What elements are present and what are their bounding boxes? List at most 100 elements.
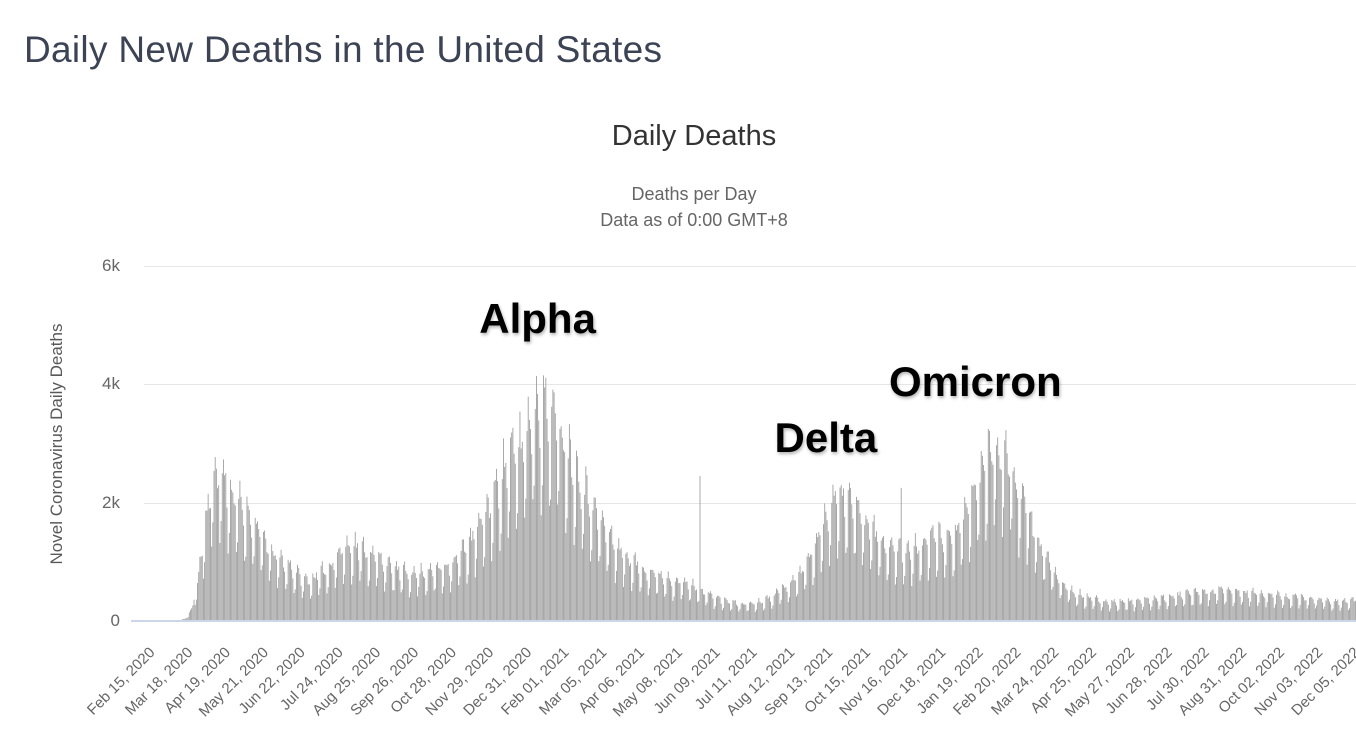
bar[interactable] <box>1262 593 1263 621</box>
bar[interactable] <box>232 492 234 621</box>
bar[interactable] <box>1222 588 1223 621</box>
bar[interactable] <box>1090 597 1092 621</box>
bar[interactable] <box>719 597 721 621</box>
bar[interactable] <box>711 593 713 621</box>
bar[interactable] <box>945 565 947 621</box>
bar[interactable] <box>358 560 360 621</box>
bar[interactable] <box>1059 597 1061 621</box>
bar[interactable] <box>773 595 775 621</box>
bar[interactable] <box>1023 486 1025 621</box>
bar[interactable] <box>430 563 431 621</box>
bar[interactable] <box>1060 595 1062 621</box>
bar[interactable] <box>223 459 224 621</box>
bar[interactable] <box>610 528 611 621</box>
bar[interactable] <box>680 599 682 621</box>
bar[interactable] <box>424 577 426 621</box>
bar[interactable] <box>532 499 534 621</box>
bar[interactable] <box>681 594 683 621</box>
bar[interactable] <box>821 560 823 621</box>
bar[interactable] <box>1013 467 1015 621</box>
bar[interactable] <box>1040 544 1042 621</box>
bar[interactable] <box>732 599 734 621</box>
bar[interactable] <box>1343 599 1345 621</box>
bar[interactable] <box>853 553 855 621</box>
bar[interactable] <box>721 610 723 621</box>
bar[interactable] <box>517 513 519 621</box>
bar[interactable] <box>1157 601 1159 621</box>
bar[interactable] <box>584 494 586 621</box>
bar[interactable] <box>1105 599 1107 621</box>
bar[interactable] <box>1320 598 1322 621</box>
bar[interactable] <box>1224 604 1226 621</box>
bar[interactable] <box>1350 599 1352 621</box>
bar[interactable] <box>661 578 663 621</box>
bar[interactable] <box>198 571 200 621</box>
bar[interactable] <box>989 430 990 621</box>
bar[interactable] <box>457 563 459 621</box>
bar[interactable] <box>241 509 243 621</box>
bar[interactable] <box>687 589 689 621</box>
bar[interactable] <box>1229 589 1230 621</box>
bar[interactable] <box>934 541 936 621</box>
bar[interactable] <box>743 604 744 621</box>
bar[interactable] <box>347 545 349 621</box>
bar[interactable] <box>1276 594 1277 621</box>
bar[interactable] <box>570 439 571 621</box>
bar[interactable] <box>1213 593 1215 621</box>
bar[interactable] <box>499 550 501 621</box>
bar[interactable] <box>944 577 946 621</box>
bar[interactable] <box>676 577 677 621</box>
bar[interactable] <box>263 532 264 621</box>
bar[interactable] <box>361 541 363 621</box>
bar[interactable] <box>359 580 361 621</box>
bar[interactable] <box>673 596 675 621</box>
bar[interactable] <box>660 571 662 621</box>
bar[interactable] <box>207 493 209 621</box>
bar[interactable] <box>983 465 984 621</box>
bar[interactable] <box>830 545 832 621</box>
bar[interactable] <box>1244 591 1246 621</box>
bar[interactable] <box>692 578 694 621</box>
bar[interactable] <box>920 575 922 621</box>
bar[interactable] <box>460 550 462 621</box>
bar[interactable] <box>334 587 336 621</box>
bar[interactable] <box>784 587 786 621</box>
bar[interactable] <box>314 578 316 621</box>
bar[interactable] <box>510 437 511 621</box>
bar[interactable] <box>726 600 728 621</box>
bar[interactable] <box>617 548 619 621</box>
bar[interactable] <box>1264 597 1266 621</box>
bar[interactable] <box>1094 597 1096 621</box>
bar[interactable] <box>1314 608 1316 621</box>
bar[interactable] <box>391 573 393 621</box>
bar[interactable] <box>1102 607 1103 621</box>
bar[interactable] <box>544 387 546 621</box>
bar[interactable] <box>352 575 354 621</box>
bar[interactable] <box>323 572 324 621</box>
bar[interactable] <box>1039 546 1041 621</box>
bar[interactable] <box>433 590 435 621</box>
bar[interactable] <box>699 476 701 621</box>
bar[interactable] <box>845 552 847 621</box>
bar[interactable] <box>879 566 881 621</box>
bar[interactable] <box>1145 597 1147 621</box>
bar[interactable] <box>1332 608 1334 621</box>
bar[interactable] <box>1007 474 1009 621</box>
bar[interactable] <box>326 593 328 621</box>
bar[interactable] <box>370 552 371 621</box>
bar[interactable] <box>225 473 227 621</box>
bar[interactable] <box>290 560 291 621</box>
bar[interactable] <box>1029 512 1030 621</box>
bar[interactable] <box>299 574 301 621</box>
bar[interactable] <box>852 518 854 621</box>
bar[interactable] <box>520 448 522 622</box>
bar[interactable] <box>410 592 411 621</box>
bar[interactable] <box>203 578 204 621</box>
bar[interactable] <box>518 447 520 621</box>
bar[interactable] <box>606 570 608 621</box>
bar[interactable] <box>798 571 800 621</box>
bar[interactable] <box>1317 600 1319 621</box>
bar[interactable] <box>372 545 374 621</box>
bar[interactable] <box>1071 585 1073 621</box>
bar[interactable] <box>929 567 930 621</box>
